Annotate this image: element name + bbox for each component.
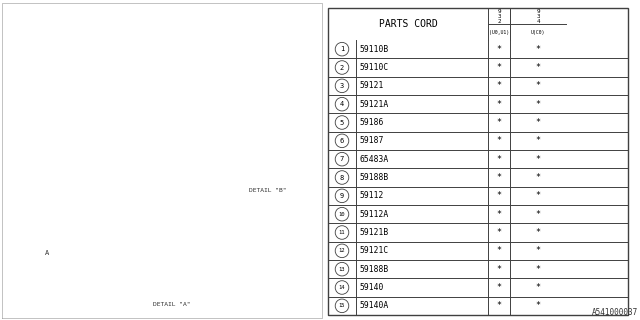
Text: *: *	[497, 100, 502, 109]
Text: *: *	[536, 191, 541, 200]
Text: *: *	[497, 228, 502, 237]
Text: 65483A: 65483A	[360, 155, 389, 164]
Text: *: *	[497, 45, 502, 54]
Text: DETAIL "B": DETAIL "B"	[249, 188, 287, 193]
Text: *: *	[536, 100, 541, 109]
Bar	[328, 8, 628, 315]
Text: *: *	[497, 81, 502, 90]
Text: 5: 5	[340, 119, 344, 125]
Text: 12: 12	[339, 248, 345, 253]
Text: 59188B: 59188B	[360, 265, 389, 274]
Text: *: *	[497, 173, 502, 182]
Text: 4: 4	[340, 101, 344, 107]
Text: *: *	[497, 155, 502, 164]
Text: 59110B: 59110B	[360, 45, 389, 54]
Text: *: *	[536, 246, 541, 255]
Text: 9
3
2: 9 3 2	[497, 9, 500, 23]
Text: *: *	[497, 301, 502, 310]
Text: *: *	[497, 265, 502, 274]
Text: 2: 2	[340, 65, 344, 70]
Text: *: *	[536, 136, 541, 145]
Text: 59112: 59112	[360, 191, 385, 200]
Text: 59121A: 59121A	[360, 100, 389, 109]
Text: *: *	[497, 118, 502, 127]
Text: U(C0): U(C0)	[531, 29, 545, 35]
Text: 59140A: 59140A	[360, 301, 389, 310]
Text: *: *	[536, 210, 541, 219]
Text: *: *	[536, 265, 541, 274]
Text: 59140: 59140	[360, 283, 385, 292]
Text: *: *	[497, 283, 502, 292]
Text: 6: 6	[340, 138, 344, 144]
Text: 15: 15	[339, 303, 345, 308]
Text: 59112A: 59112A	[360, 210, 389, 219]
Text: *: *	[536, 45, 541, 54]
Text: *: *	[497, 63, 502, 72]
Text: 9
3
4: 9 3 4	[536, 9, 540, 23]
Text: 1: 1	[340, 46, 344, 52]
Text: DETAIL "A": DETAIL "A"	[153, 302, 191, 308]
Text: *: *	[497, 210, 502, 219]
Text: A541000037: A541000037	[592, 308, 638, 317]
Text: *: *	[536, 301, 541, 310]
Text: 7: 7	[340, 156, 344, 162]
Text: PARTS CORD: PARTS CORD	[379, 19, 437, 29]
Text: 13: 13	[339, 267, 345, 272]
Bar	[0, 0, 325, 320]
Text: 59121: 59121	[360, 81, 385, 90]
Text: *: *	[536, 81, 541, 90]
Text: *: *	[536, 283, 541, 292]
Text: 9: 9	[340, 193, 344, 199]
Text: 59110C: 59110C	[360, 63, 389, 72]
Text: 14: 14	[339, 285, 345, 290]
Text: 10: 10	[339, 212, 345, 217]
Text: 11: 11	[339, 230, 345, 235]
Text: 59121C: 59121C	[360, 246, 389, 255]
Text: *: *	[536, 118, 541, 127]
Text: *: *	[497, 136, 502, 145]
Text: 59121B: 59121B	[360, 228, 389, 237]
Text: 59188B: 59188B	[360, 173, 389, 182]
Text: 3: 3	[340, 83, 344, 89]
Text: (U0,U1): (U0,U1)	[489, 29, 509, 35]
Text: 59186: 59186	[360, 118, 385, 127]
Text: *: *	[536, 63, 541, 72]
Text: 59187: 59187	[360, 136, 385, 145]
Text: 8: 8	[340, 174, 344, 180]
Text: A: A	[45, 250, 49, 256]
Text: *: *	[497, 246, 502, 255]
Text: *: *	[497, 191, 502, 200]
Text: *: *	[536, 155, 541, 164]
Text: *: *	[536, 173, 541, 182]
Text: *: *	[536, 228, 541, 237]
